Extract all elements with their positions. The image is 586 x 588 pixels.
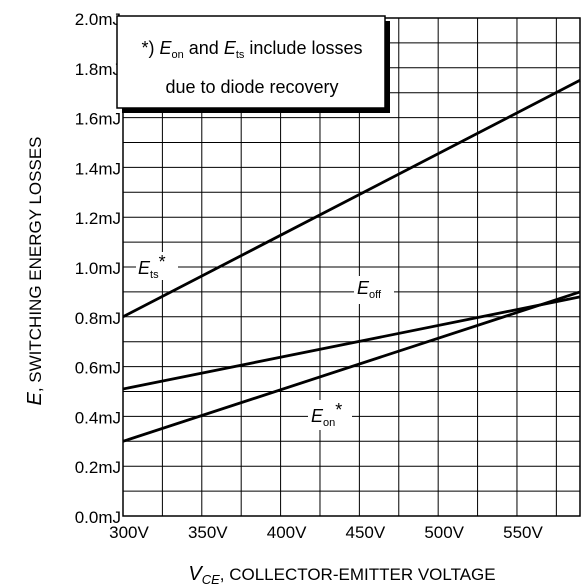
series-line-eon bbox=[122, 290, 581, 443]
annotation-sub-2: ts bbox=[236, 49, 245, 61]
annotation-sub-1: on bbox=[172, 49, 184, 61]
annotation-prefix: *) bbox=[142, 38, 160, 58]
y-tick-label-6: 1.2mJ bbox=[75, 209, 121, 228]
series-label-bg-eon bbox=[308, 400, 352, 430]
annotation-box: *) Eon and Ets include losses due to dio… bbox=[116, 15, 390, 113]
series-line-ets bbox=[122, 79, 581, 319]
annotation-line-2: due to diode recovery bbox=[165, 77, 338, 97]
series-label-ets-sym: E bbox=[138, 258, 151, 278]
series-label-eon-star: * bbox=[335, 400, 342, 420]
series-label-eon-sub: on bbox=[323, 417, 335, 429]
y-tick-label-0: 0.0mJ bbox=[75, 508, 121, 527]
annotation-suffix: include losses bbox=[244, 38, 362, 58]
series-lines bbox=[122, 79, 581, 443]
series-label-ets-star: * bbox=[159, 252, 166, 272]
series-label-eon-sym: E bbox=[311, 406, 324, 426]
x-tick-label-5: 550V bbox=[503, 523, 543, 542]
y-axis-label: E, SWITCHING ENERGY LOSSES bbox=[24, 136, 46, 405]
annotation-sym-1: E bbox=[160, 38, 173, 58]
tick-labels: 0.0mJ 0.2mJ 0.4mJ 0.6mJ 0.8mJ 1.0mJ 1.2mJ 1.4mJ… bbox=[75, 10, 544, 542]
series-label-ets: Ets* bbox=[138, 252, 166, 281]
annotation-line-1: *) Eon and Ets include losses bbox=[142, 38, 363, 61]
y-tick-label-1: 0.2mJ bbox=[75, 458, 121, 477]
series-line-eoff bbox=[122, 295, 581, 391]
y-tick-label-5: 1.0mJ bbox=[75, 259, 121, 278]
y-tick-label-9: 1.8mJ bbox=[75, 60, 121, 79]
y-axis-symbol: E bbox=[24, 392, 46, 406]
x-axis-symbol: V bbox=[188, 563, 203, 585]
annotation-sym-2: E bbox=[224, 38, 237, 58]
series-label-eon: Eon* bbox=[311, 400, 342, 429]
x-tick-label-2: 400V bbox=[267, 523, 307, 542]
annotation-panel bbox=[116, 15, 386, 109]
y-tick-label-7: 1.4mJ bbox=[75, 159, 121, 178]
series-label-eoff-sym: E bbox=[357, 278, 370, 298]
y-tick-label-8: 1.6mJ bbox=[75, 110, 121, 129]
y-tick-label-10: 2.0mJ bbox=[75, 10, 121, 29]
x-tick-label-0: 300V bbox=[109, 523, 149, 542]
y-axis-text: , SWITCHING ENERGY LOSSES bbox=[26, 136, 45, 392]
series-label-bg-ets bbox=[136, 252, 178, 280]
x-tick-label-3: 450V bbox=[346, 523, 386, 542]
series-label-ets-sub: ts bbox=[150, 269, 159, 281]
series-label-eoff: Eoff bbox=[357, 278, 382, 301]
y-tick-label-2: 0.4mJ bbox=[75, 408, 121, 427]
series-label-bg-eoff bbox=[354, 276, 394, 304]
y-tick-label-4: 0.8mJ bbox=[75, 309, 121, 328]
y-tick-label-3: 0.6mJ bbox=[75, 359, 121, 378]
x-tick-label-4: 500V bbox=[424, 523, 464, 542]
x-axis-label: VCE, COLLECTOR-EMITTER VOLTAGE bbox=[188, 563, 495, 587]
x-axis-text: , COLLECTOR-EMITTER VOLTAGE bbox=[220, 565, 496, 584]
x-axis-sub: CE bbox=[202, 572, 220, 587]
series-label-eoff-sub: off bbox=[369, 289, 382, 301]
x-tick-label-1: 350V bbox=[188, 523, 228, 542]
series-labels: Ets* Eoff Eon* bbox=[136, 252, 394, 430]
annotation-mid: and bbox=[184, 38, 224, 58]
